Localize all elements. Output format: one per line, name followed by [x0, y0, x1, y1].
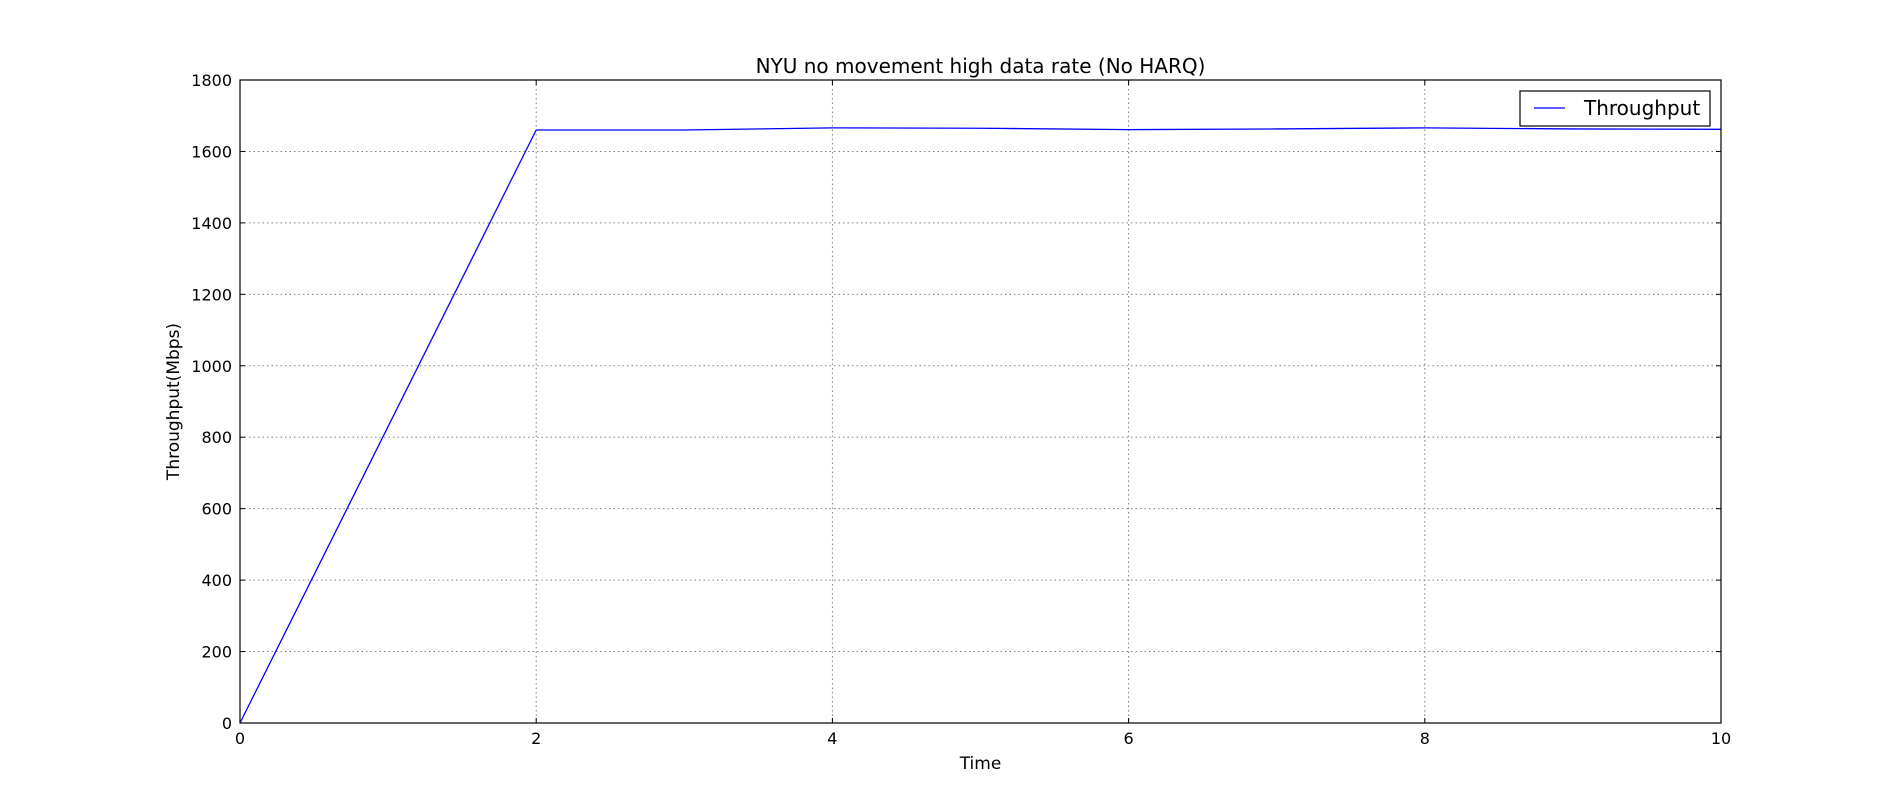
x-tick-label: 6 [1124, 729, 1134, 748]
y-tick-label: 400 [201, 571, 232, 590]
grid [240, 80, 1721, 723]
y-tick-label: 1400 [191, 214, 232, 233]
legend-label-throughput: Throughput [1583, 96, 1700, 120]
y-tick-label: 0 [222, 714, 232, 733]
series-line-throughput [239, 127, 1722, 724]
x-tick-label: 0 [235, 729, 245, 748]
y-tick-label: 1600 [191, 142, 232, 161]
y-axis-label: Throughput(Mbps) [164, 323, 184, 481]
plot-frame [239, 79, 1722, 724]
series-layer [239, 127, 1722, 724]
chart-title: NYU no movement high data rate (No HARQ) [756, 54, 1206, 78]
y-tick-label: 1200 [191, 285, 232, 304]
y-tick-label: 200 [201, 643, 232, 662]
x-tick-label: 4 [827, 729, 837, 748]
x-axis-label: Time [959, 754, 1002, 774]
x-tick-label: 8 [1420, 729, 1430, 748]
y-tick-label: 600 [201, 500, 232, 519]
x-tick-label: 10 [1711, 729, 1731, 748]
y-tick-label: 800 [201, 428, 232, 447]
y-tick-label: 1800 [191, 71, 232, 90]
ticks: 0 2 4 6 8 10 0 200 400 600 800 1000 1200 1400 1600 1800 [191, 71, 1731, 748]
y-tick-label: 1000 [191, 357, 232, 376]
x-tick-label: 2 [531, 729, 541, 748]
legend: Throughput [1519, 90, 1711, 127]
